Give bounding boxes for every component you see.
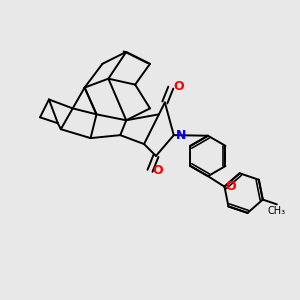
Text: CH₃: CH₃ (268, 206, 286, 216)
Text: O: O (152, 164, 163, 177)
Text: O: O (226, 180, 236, 193)
Text: N: N (176, 129, 186, 142)
Text: O: O (173, 80, 184, 93)
